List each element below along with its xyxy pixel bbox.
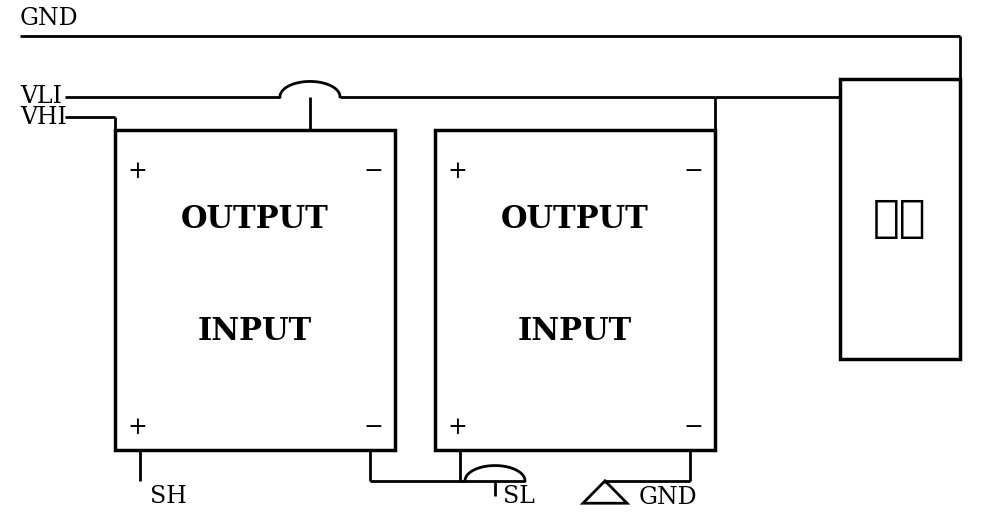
Text: GND: GND [639,486,698,509]
Bar [115,130,395,450]
Text: +: + [447,160,467,183]
Text: 负载: 负载 [873,197,927,241]
Text: OUTPUT: OUTPUT [181,204,329,235]
Bar [840,79,960,359]
Text: +: + [127,416,147,439]
Text: −: − [363,416,383,439]
Text: VLI: VLI [20,85,62,108]
Text: −: − [363,160,383,183]
Text: +: + [447,416,467,439]
Text: INPUT: INPUT [198,316,312,347]
Text: SL: SL [503,485,535,508]
Text: INPUT: INPUT [518,316,632,347]
Text: GND: GND [20,7,79,29]
Text: SH: SH [150,485,187,508]
Text: −: − [683,416,703,439]
Bar [435,130,715,450]
Text: +: + [127,160,147,183]
Text: OUTPUT: OUTPUT [501,204,649,235]
Text: −: − [683,160,703,183]
Text: VHI: VHI [20,105,67,128]
